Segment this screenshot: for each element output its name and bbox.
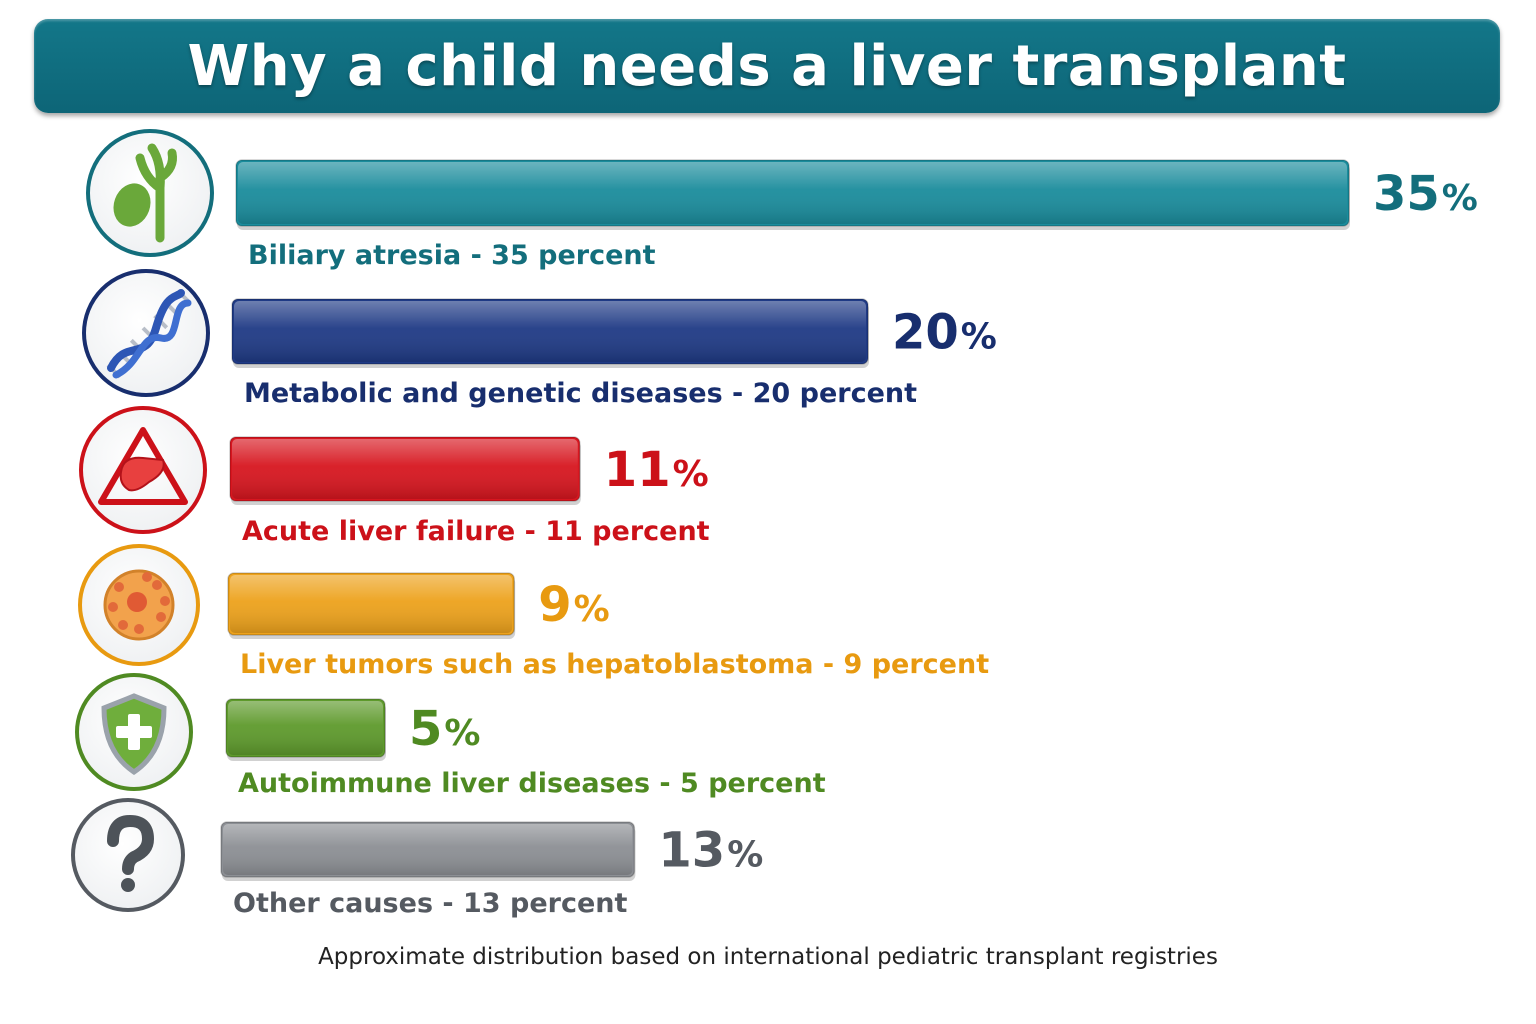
shield-cross-icon bbox=[75, 673, 193, 791]
chart-title: Why a child needs a liver transplant bbox=[187, 33, 1347, 99]
bar-row: 20% Metabolic and genetic diseases - 20 p… bbox=[82, 269, 997, 409]
value-label: 35% bbox=[1373, 166, 1478, 222]
bar-gloss bbox=[230, 575, 513, 633]
footnote: Approximate distribution based on intern… bbox=[318, 944, 1218, 970]
bar-gloss bbox=[238, 162, 1347, 224]
value-number: 13 bbox=[658, 823, 725, 879]
value-label: 20% bbox=[892, 305, 997, 361]
value-label: 13% bbox=[658, 823, 763, 879]
value-number: 35 bbox=[1373, 166, 1440, 222]
bar-gloss bbox=[223, 824, 633, 875]
value-label: 5% bbox=[409, 701, 480, 757]
category-label: Other causes - 13 percent bbox=[233, 888, 627, 919]
dna-icon bbox=[82, 269, 210, 397]
category-label: Liver tumors such as hepatoblastoma - 9 … bbox=[240, 649, 989, 680]
value-number: 11 bbox=[604, 442, 671, 498]
value-number: 5 bbox=[409, 701, 442, 757]
value-unit: % bbox=[444, 713, 480, 754]
bar-row: 5% Autoimmune liver diseases - 5 percent bbox=[75, 673, 826, 799]
bar-gloss bbox=[234, 301, 866, 362]
warning-liver-icon bbox=[79, 406, 207, 534]
value-unit: % bbox=[574, 589, 610, 630]
gallbladder-icon bbox=[86, 129, 214, 257]
value-label: 11% bbox=[604, 442, 709, 498]
bar-row: 9% Liver tumors such as hepatoblastoma - … bbox=[78, 544, 989, 680]
value-label: 9% bbox=[538, 577, 609, 633]
question-mark-icon bbox=[71, 798, 185, 912]
title-banner: Why a child needs a liver transplant bbox=[34, 19, 1500, 113]
bar-gloss bbox=[228, 701, 383, 755]
category-label: Acute liver failure - 11 percent bbox=[242, 516, 710, 547]
value-number: 9 bbox=[538, 577, 571, 633]
value-unit: % bbox=[673, 454, 709, 495]
category-label: Biliary atresia - 35 percent bbox=[248, 240, 656, 271]
category-label: Metabolic and genetic diseases - 20 perc… bbox=[244, 378, 917, 409]
category-label: Autoimmune liver diseases - 5 percent bbox=[238, 768, 826, 799]
bar-row: 11% Acute liver failure - 11 percent bbox=[79, 406, 710, 547]
value-unit: % bbox=[727, 835, 763, 876]
bar-row: 35% Biliary atresia - 35 percent bbox=[86, 129, 1478, 271]
value-unit: % bbox=[1442, 178, 1478, 219]
bar-gloss bbox=[232, 439, 578, 499]
value-number: 20 bbox=[892, 305, 959, 361]
bar-row: 13% Other causes - 13 percent bbox=[71, 798, 763, 919]
tumor-cell-icon bbox=[78, 544, 200, 666]
value-unit: % bbox=[961, 317, 997, 358]
